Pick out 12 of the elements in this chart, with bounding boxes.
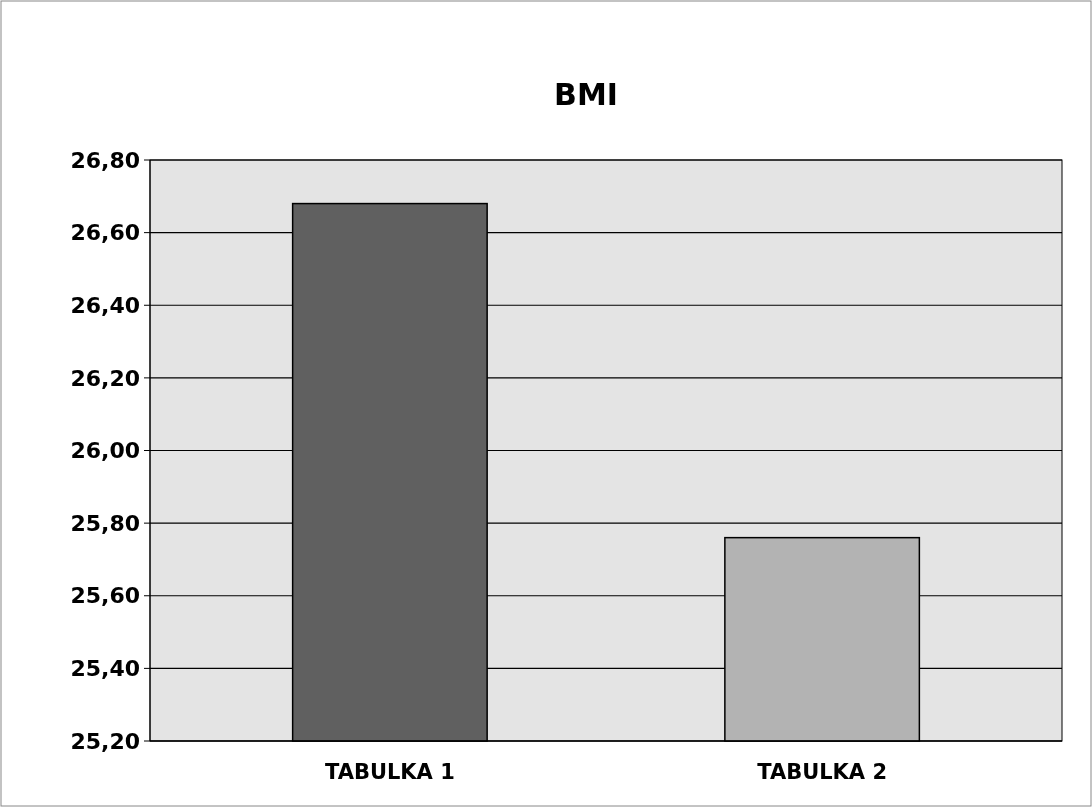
- y-tick-label: 26,60: [70, 220, 140, 246]
- y-tick-label: 26,80: [70, 147, 140, 173]
- x-tick-label: TABULKA 2: [757, 760, 888, 784]
- y-tick-label: 26,00: [70, 438, 140, 464]
- x-tick-label: TABULKA 1: [324, 760, 455, 784]
- y-tick-label: 26,20: [70, 365, 140, 391]
- y-tick-label: 25,80: [70, 510, 140, 536]
- y-tick-label: 25,60: [70, 583, 140, 609]
- y-tick-label: 25,20: [70, 728, 140, 754]
- y-tick-label: 25,40: [70, 656, 140, 682]
- y-tick-label: 26,40: [70, 292, 140, 318]
- chart-title: BMI: [554, 77, 618, 112]
